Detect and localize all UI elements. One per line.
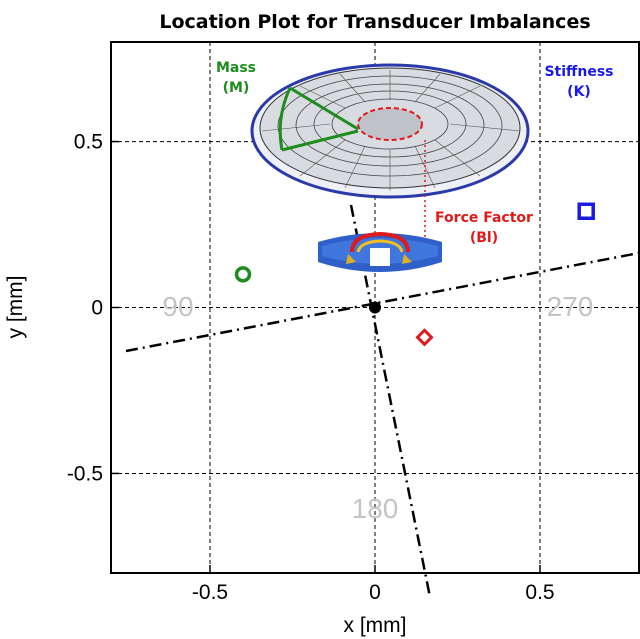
angle-label-180: 180	[352, 493, 399, 524]
x-axis-label: x [mm]	[344, 614, 407, 637]
motor-section-illustration	[318, 231, 442, 272]
data-point-mass-m	[234, 266, 252, 283]
x-tick-label: 0.5	[525, 581, 554, 604]
angle-label-90: 90	[162, 291, 193, 322]
data-point-force-factor-bl	[415, 328, 434, 347]
stiffness-label: Stiffness	[544, 64, 613, 80]
y-axis-label: y [mm]	[4, 276, 27, 339]
plot-frame	[110, 41, 640, 574]
data-point-origin	[369, 301, 381, 314]
data-points	[234, 202, 595, 347]
x-tick-label: 0	[369, 581, 381, 604]
force-factor-sublabel: (Bl)	[470, 230, 498, 246]
mass-label: Mass	[216, 60, 256, 76]
speaker-cone-illustration	[250, 63, 530, 199]
rotated-axis-horizontal	[125, 251, 640, 353]
y-tick-label: 0.5	[74, 131, 103, 154]
data-point-stiffness-k	[577, 202, 595, 221]
y-tick-label: -0.5	[67, 462, 103, 485]
stiffness-sublabel: (K)	[567, 84, 591, 100]
force-factor-label: Force Factor	[435, 210, 533, 226]
tick-labels: -0.5 0 0.5 0.5 0 -0.5	[67, 131, 555, 604]
angle-label-270: 270	[547, 291, 594, 322]
grid	[111, 42, 639, 573]
chart-title: Location Plot for Transducer Imbalances	[159, 11, 590, 33]
y-tick-label: 0	[91, 297, 103, 320]
x-tick-label: -0.5	[192, 581, 228, 604]
mass-sublabel: (M)	[223, 80, 250, 96]
